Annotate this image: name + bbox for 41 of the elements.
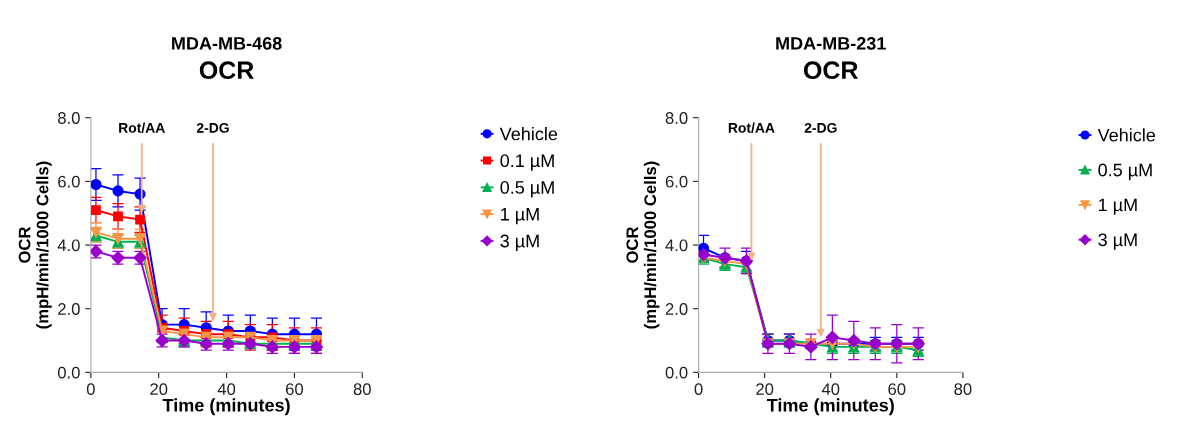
y-tick-label: 8.0 bbox=[58, 112, 80, 124]
x-axis-title: Time (minutes) bbox=[766, 398, 894, 416]
legend-label: 0.5 µM bbox=[1098, 163, 1152, 180]
y-tick-label: 2.0 bbox=[665, 303, 688, 315]
y-tick-label: 4.0 bbox=[57, 239, 80, 252]
y-axis-title: OCR (mpH/min/1000 Cells) bbox=[626, 161, 660, 329]
y-tick-label: 2.0 bbox=[58, 303, 80, 315]
legend-label: 0.1 µM bbox=[500, 154, 554, 171]
legend-label: Vehicle bbox=[499, 127, 558, 141]
x-tick-label: 40 bbox=[217, 383, 236, 396]
x-tick-label: 20 bbox=[150, 383, 168, 396]
annotation: Rot/AA bbox=[119, 122, 165, 133]
x-tick-label: 60 bbox=[888, 383, 906, 396]
y-tick-label: 8.0 bbox=[665, 112, 688, 124]
chart-title: MDA-MB-231 bbox=[776, 37, 886, 50]
x-tick-label: 20 bbox=[756, 383, 774, 396]
x-tick-label: 0 bbox=[694, 383, 703, 396]
annotation: Rot/AA bbox=[728, 122, 775, 133]
x-tick-label: 40 bbox=[821, 383, 840, 396]
chart-subtitle: OCR bbox=[199, 61, 254, 80]
y-axis-title: OCR (mpH/min/1000 Cells) bbox=[18, 161, 52, 329]
chart-title: MDA-MB-468 bbox=[172, 37, 282, 50]
y-tick-label: 0.0 bbox=[57, 366, 80, 379]
x-tick-label: 60 bbox=[285, 383, 304, 396]
legend-label: Vehicle bbox=[1097, 128, 1156, 142]
x-tick-label: 0 bbox=[86, 383, 95, 396]
y-tick-label: 4.0 bbox=[665, 239, 688, 252]
annotation: 2-DG bbox=[804, 122, 837, 133]
x-tick-label: 80 bbox=[954, 383, 972, 396]
legend-label: 1 µM bbox=[501, 208, 539, 225]
y-tick-label: 6.0 bbox=[58, 175, 80, 188]
chart-subtitle: OCR bbox=[803, 61, 858, 80]
legend-label: 1 µM bbox=[1099, 198, 1137, 215]
legend-label: 3 µM bbox=[500, 234, 539, 251]
legend-label: 3 µM bbox=[1098, 233, 1137, 250]
annotation: 2-DG bbox=[196, 122, 229, 133]
x-axis-title: Time (minutes) bbox=[162, 398, 290, 416]
y-tick-label: 6.0 bbox=[665, 175, 688, 188]
y-tick-label: 0.0 bbox=[665, 366, 688, 379]
legend-label: 0.5 µM bbox=[500, 181, 554, 198]
x-tick-label: 80 bbox=[353, 383, 371, 396]
